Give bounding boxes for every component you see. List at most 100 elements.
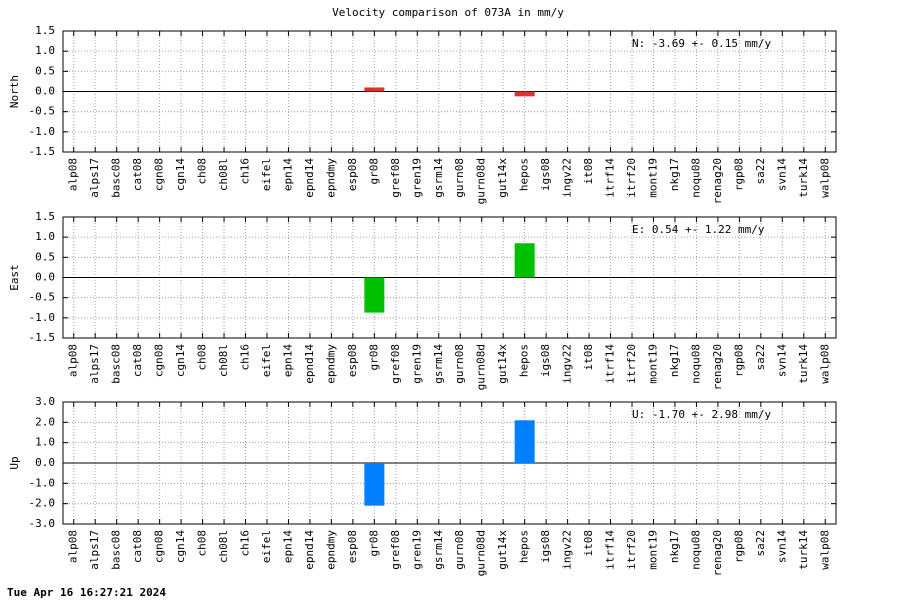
x-tick-label: rgp08 <box>732 530 745 563</box>
y-tick-label: -2.0 <box>29 497 56 510</box>
y-tick-label: -0.5 <box>29 105 56 118</box>
x-tick-label: cat08 <box>131 344 144 377</box>
x-tick-label: ch08l <box>217 530 230 563</box>
x-tick-label: esp08 <box>346 344 359 377</box>
y-axis-label: Up <box>8 456 21 469</box>
x-tick-label: gsrm14 <box>432 344 445 384</box>
y-tick-label: 1.0 <box>35 436 55 449</box>
x-tick-label: alp08 <box>67 344 80 377</box>
x-tick-label: nkg17 <box>668 530 681 563</box>
x-tick-label: it08 <box>582 158 595 185</box>
x-tick-label: ch08 <box>196 344 209 371</box>
x-tick-label: itrf20 <box>625 530 638 570</box>
x-tick-label: gref08 <box>389 344 402 384</box>
bar <box>514 91 535 97</box>
x-tick-label: gref08 <box>389 158 402 198</box>
x-tick-label: alps17 <box>88 530 101 570</box>
x-tick-label: esp08 <box>346 530 359 563</box>
x-tick-label: cgn08 <box>153 158 166 191</box>
x-tick-label: nkg17 <box>668 344 681 377</box>
y-tick-label: -1.0 <box>29 125 56 138</box>
x-tick-label: eifel <box>260 344 273 377</box>
x-tick-label: basc08 <box>110 344 123 384</box>
y-tick-label: 1.5 <box>35 24 55 37</box>
y-tick-label: -1.0 <box>29 476 56 489</box>
x-tick-label: epnd14 <box>303 344 316 384</box>
y-tick-label: 1.0 <box>35 230 55 243</box>
x-tick-label: hepos <box>518 344 531 377</box>
timestamp: Tue Apr 16 16:27:21 2024 <box>7 586 166 599</box>
x-tick-label: itrf20 <box>625 158 638 198</box>
y-axis-label: East <box>8 264 21 291</box>
x-tick-label: cgn14 <box>174 344 187 377</box>
x-tick-label: gsrm14 <box>432 158 445 198</box>
x-tick-label: cat08 <box>131 530 144 563</box>
x-tick-label: ingv22 <box>561 158 574 198</box>
y-axis-label: North <box>8 75 21 108</box>
x-tick-label: ch08 <box>196 530 209 557</box>
x-tick-label: mont19 <box>646 530 659 570</box>
x-tick-label: cgn08 <box>153 530 166 563</box>
x-tick-label: sa22 <box>754 344 767 371</box>
x-tick-label: walp08 <box>818 530 831 570</box>
y-tick-label: 3.0 <box>35 395 55 408</box>
x-tick-label: gut14x <box>496 530 509 570</box>
x-tick-label: rgp08 <box>732 344 745 377</box>
x-tick-label: gurn08 <box>453 530 466 570</box>
x-tick-label: noqu08 <box>689 344 702 384</box>
bar <box>514 420 535 463</box>
y-tick-label: 0.0 <box>35 85 55 98</box>
plot-frame <box>62 30 837 153</box>
x-tick-label: noqu08 <box>689 158 702 198</box>
bar <box>364 463 385 506</box>
x-tick-label: esp08 <box>346 158 359 191</box>
x-tick-label: svn14 <box>775 530 788 563</box>
x-tick-label: gurn08 <box>453 344 466 384</box>
x-tick-label: epnd14 <box>303 158 316 198</box>
x-tick-label: hepos <box>518 158 531 191</box>
x-tick-label: turk14 <box>797 158 810 198</box>
x-tick-label: gr08 <box>367 344 380 371</box>
x-tick-label: igs08 <box>539 344 552 377</box>
x-tick-label: basc08 <box>110 530 123 570</box>
bar <box>514 243 535 278</box>
x-tick-label: gren19 <box>410 530 423 570</box>
x-tick-label: mont19 <box>646 344 659 384</box>
x-tick-label: epn14 <box>281 344 294 377</box>
y-tick-label: 2.0 <box>35 415 55 428</box>
y-tick-label: -3.0 <box>29 517 56 530</box>
x-tick-label: epndmy <box>324 530 337 570</box>
x-tick-label: ingv22 <box>561 344 574 384</box>
plot-frame <box>62 401 837 525</box>
x-tick-label: turk14 <box>797 530 810 570</box>
annotation: E: 0.54 +- 1.22 mm/y <box>632 223 765 236</box>
x-tick-label: gurn08 <box>453 158 466 198</box>
y-tick-label: -1.0 <box>29 311 56 324</box>
x-tick-label: itrf20 <box>625 344 638 384</box>
x-tick-label: renag20 <box>711 344 724 390</box>
x-tick-label: itrf14 <box>604 344 617 384</box>
x-tick-label: mont19 <box>646 158 659 198</box>
x-tick-label: epnd14 <box>303 530 316 570</box>
x-tick-label: eifel <box>260 158 273 191</box>
x-tick-label: nkg17 <box>668 158 681 191</box>
x-tick-label: gurn08d <box>475 530 488 576</box>
x-tick-label: it08 <box>582 344 595 371</box>
plot-frame <box>62 216 837 339</box>
x-tick-label: cgn08 <box>153 344 166 377</box>
x-tick-label: epn14 <box>281 530 294 563</box>
x-tick-label: sa22 <box>754 158 767 185</box>
x-tick-label: renag20 <box>711 530 724 576</box>
x-tick-label: epndmy <box>324 344 337 384</box>
y-tick-label: 0.5 <box>35 64 55 77</box>
x-tick-label: walp08 <box>818 158 831 198</box>
x-tick-label: alps17 <box>88 158 101 198</box>
x-tick-label: gr08 <box>367 158 380 185</box>
x-tick-label: alp08 <box>67 530 80 563</box>
x-tick-label: itrf14 <box>604 530 617 570</box>
x-tick-label: gren19 <box>410 158 423 198</box>
x-tick-label: turk14 <box>797 344 810 384</box>
bar <box>364 277 385 313</box>
x-tick-label: cgn14 <box>174 530 187 563</box>
y-tick-label: 0.5 <box>35 250 55 263</box>
